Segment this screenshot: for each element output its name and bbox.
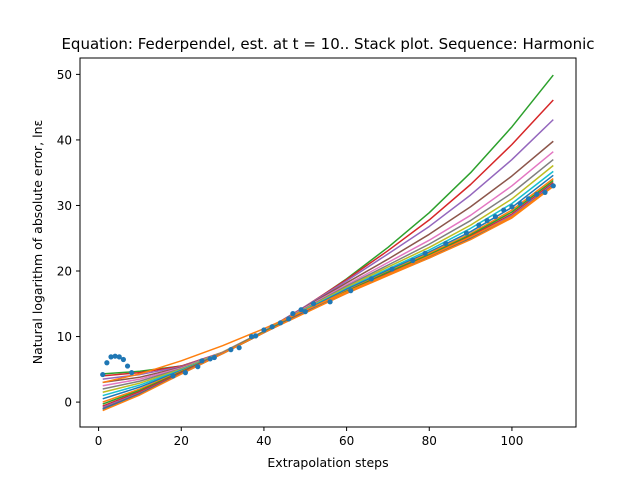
scatter-point: [170, 373, 176, 379]
scatter-point: [302, 309, 308, 315]
scatter-point: [410, 257, 416, 264]
scatter-point: [248, 333, 255, 340]
y-tick-label: 0: [64, 396, 72, 410]
scatter-point: [443, 240, 449, 247]
scatter-point: [120, 356, 126, 363]
series-line-17: [102, 185, 554, 384]
scatter-point: [310, 301, 317, 307]
y-tick-label: 20: [57, 265, 72, 279]
scatter-point: [277, 320, 284, 326]
series-line-6: [102, 159, 554, 390]
scatter-point: [261, 327, 267, 333]
x-tick-label: 0: [95, 434, 103, 448]
scatter-point: [368, 276, 374, 282]
x-tick-label: 100: [500, 434, 523, 448]
scatter-point: [327, 299, 333, 305]
y-tick-label: 40: [57, 133, 72, 147]
scatter-point: [104, 360, 110, 366]
series-line-9: [102, 174, 554, 400]
scatter-point: [286, 316, 292, 322]
scatter-point: [509, 204, 515, 210]
scatter-point: [129, 370, 135, 376]
series-line-7: [102, 164, 554, 393]
y-axis: 0 10 20 30 40 50: [57, 68, 80, 410]
scatter-point: [525, 196, 532, 202]
scatter-point: [207, 356, 213, 362]
scatter-point: [298, 307, 304, 313]
scatter-point: [517, 200, 523, 207]
scatter-point: [389, 266, 395, 272]
scatter-point: [476, 222, 482, 228]
scatter-point: [422, 250, 428, 256]
scatter-layer: [100, 183, 556, 379]
scatter-point: [100, 371, 106, 378]
scatter-point: [290, 311, 296, 317]
scatter-point: [463, 230, 470, 236]
y-tick-label: 10: [57, 330, 72, 344]
scatter-point: [124, 363, 131, 369]
scatter-point: [501, 207, 507, 213]
series-line-5: [102, 151, 554, 387]
scatter-point: [228, 347, 234, 353]
scatter-point: [108, 354, 114, 360]
scatter-point: [116, 354, 122, 360]
scatter-point: [236, 345, 242, 351]
scatter-point: [492, 214, 498, 220]
series-line-4: [102, 140, 554, 384]
scatter-point: [253, 333, 259, 339]
scatter-point: [112, 353, 118, 359]
plot-frame: [79, 57, 577, 428]
x-tick-label: 80: [422, 434, 437, 448]
scatter-point: [542, 189, 548, 195]
scatter-point: [348, 288, 354, 294]
x-axis: 0 20 40 60 80 100: [95, 427, 523, 448]
y-tick-label: 50: [57, 68, 72, 82]
y-axis-label: Natural logarithm of absolute error, lnε: [30, 120, 45, 364]
y-tick-label: 30: [57, 199, 72, 213]
scatter-point: [534, 191, 540, 197]
scatter-point: [199, 358, 205, 364]
series-line-3: [102, 119, 554, 380]
scatter-point: [182, 370, 188, 376]
x-tick-label: 60: [339, 434, 354, 448]
x-axis-label: Extrapolation steps: [267, 455, 388, 470]
x-tick-label: 40: [256, 434, 271, 448]
scatter-point: [211, 354, 217, 361]
x-tick-label: 20: [174, 434, 189, 448]
chart-title: Equation: Federpendel, est. at t = 10.. …: [61, 35, 594, 53]
scatter-point: [269, 324, 275, 330]
scatter-point: [195, 364, 201, 370]
scatter-point: [550, 183, 556, 189]
scatter-point: [484, 217, 490, 224]
